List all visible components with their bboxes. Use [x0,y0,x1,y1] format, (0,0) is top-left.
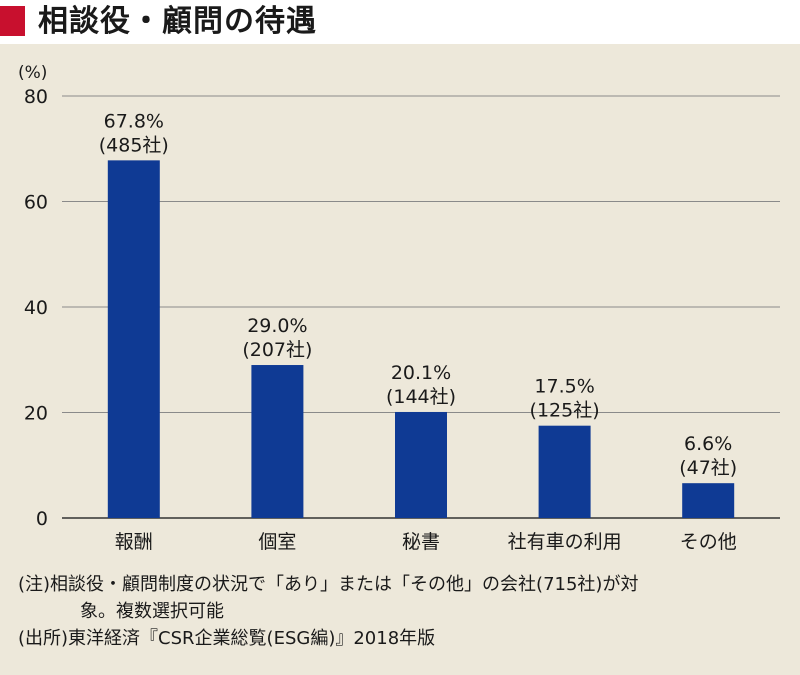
bar-count-label: (125社) [530,400,600,422]
bar-count-label: (144社) [386,386,456,408]
note-text: (注)相談役・顧問制度の状況で「あり」または「その他」の会社(715社)が対 [18,574,639,595]
chart-title: 相談役・顧問の待遇 [38,4,317,39]
bar-count-label: (207社) [242,339,312,361]
bar-chart: (%) 0 20 40 60 80 67.8%(485社) 29.0%(207社) 20.1… [18,63,780,553]
x-category-label: 報酬 [115,531,153,553]
bar [395,411,447,518]
x-axis: 報酬 個室 秘書 社有車の利用 その他 [115,531,737,553]
bar [682,483,735,518]
y-tick-label: 0 [36,508,48,530]
note-text-continued: 象。複数選択可能 [80,601,224,622]
bar-value-label: 6.6% [684,433,732,455]
bar-count-label: (47社) [679,457,737,479]
y-tick-label: 40 [24,297,48,319]
x-category-label: 社有車の利用 [508,531,622,553]
bars [107,160,735,518]
x-category-label: 個室 [258,531,296,553]
bar [538,425,591,518]
header-accent-mark [0,6,25,36]
bar [251,365,304,518]
source-text: (出所)東洋経済『CSR企業総覧(ESG編)』2018年版 [18,628,436,649]
bar [107,160,160,518]
y-tick-label: 60 [24,192,48,214]
data-labels: 67.8%(485社) 29.0%(207社) 20.1%(144社) 17.5%(1… [99,110,737,479]
y-tick-label: 80 [24,86,48,108]
chart-header: 相談役・顧問の待遇 [0,0,800,44]
bar-value-label: 67.8% [104,110,164,132]
bar-value-label: 29.0% [247,315,307,337]
bar-value-label: 20.1% [391,362,451,384]
bar-value-label: 17.5% [534,376,594,398]
y-axis: (%) 0 20 40 60 80 [18,63,48,530]
y-tick-label: 20 [24,403,48,425]
bar-count-label: (485社) [99,134,169,156]
x-category-label: その他 [680,531,737,553]
x-category-label: 秘書 [402,531,440,553]
footnotes: (注)相談役・顧問制度の状況で「あり」または「その他」の会社(715社)が対 象… [18,571,793,652]
y-axis-unit-label: (%) [18,63,47,83]
